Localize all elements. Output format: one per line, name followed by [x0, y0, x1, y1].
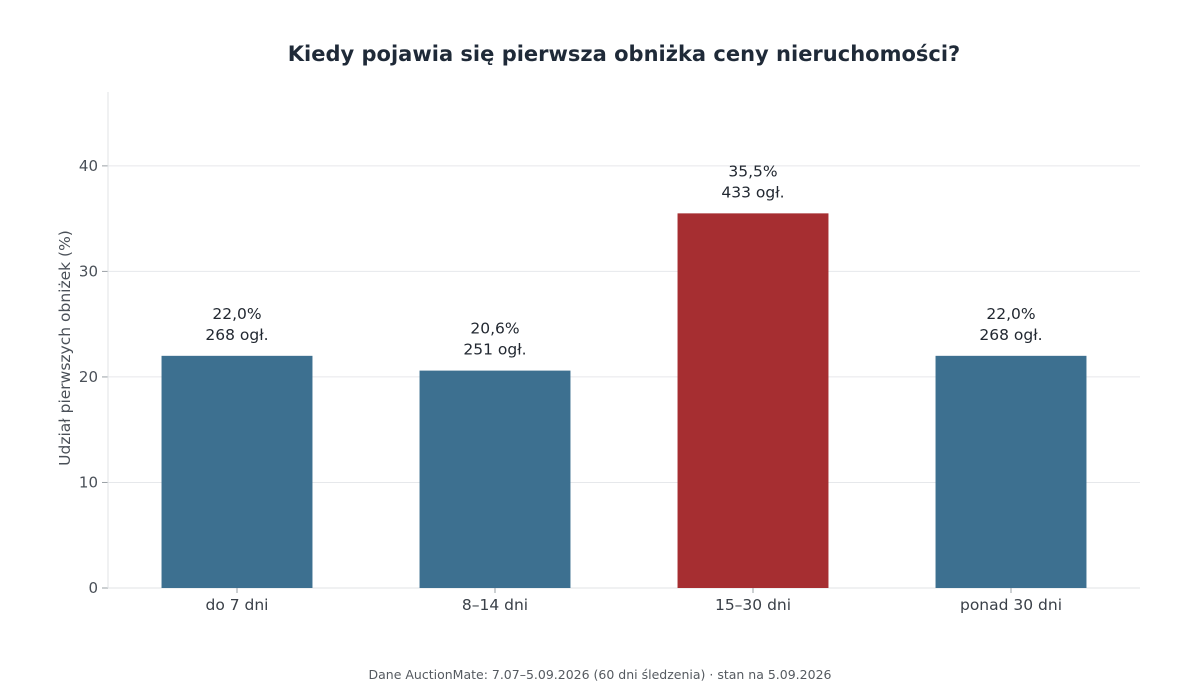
bar — [677, 213, 829, 589]
y-tick-label: 0 — [88, 579, 98, 597]
bar — [161, 355, 313, 588]
data-labels: 22,0% 268 ogł. 20,6% 251 ogł. 35,5% 433 ogł. 2… — [205, 162, 1042, 358]
x-tick-label: 8–14 dni — [462, 596, 528, 614]
bar-value-label: 20,6% — [470, 320, 519, 338]
y-tick-label: 20 — [79, 368, 98, 386]
x-tick-label: do 7 dni — [205, 596, 268, 614]
bar-count-label: 433 ogł. — [721, 183, 784, 201]
bar-count-label: 268 ogł. — [205, 326, 268, 344]
y-tick-label: 10 — [79, 473, 98, 491]
x-tick-label: 15–30 dni — [715, 596, 791, 614]
bar-count-label: 251 ogł. — [463, 341, 526, 359]
bar — [935, 355, 1087, 588]
bar-count-label: 268 ogł. — [979, 326, 1042, 344]
bars — [161, 213, 1087, 589]
y-tick-label: 40 — [79, 157, 98, 175]
bar-value-label: 22,0% — [986, 305, 1035, 323]
chart-title: Kiedy pojawia się pierwsza obniżka ceny … — [287, 42, 961, 66]
bar-value-label: 35,5% — [728, 162, 777, 180]
y-tick-label: 30 — [79, 262, 98, 280]
bar — [419, 370, 571, 588]
x-tick-label: ponad 30 dni — [960, 596, 1062, 614]
bar-value-label: 22,0% — [212, 305, 261, 323]
y-axis-title: Udział pierwszych obniżek (%) — [56, 230, 74, 466]
source-footnote: Dane AuctionMate: 7.07–5.09.2026 (60 dni… — [368, 667, 832, 682]
